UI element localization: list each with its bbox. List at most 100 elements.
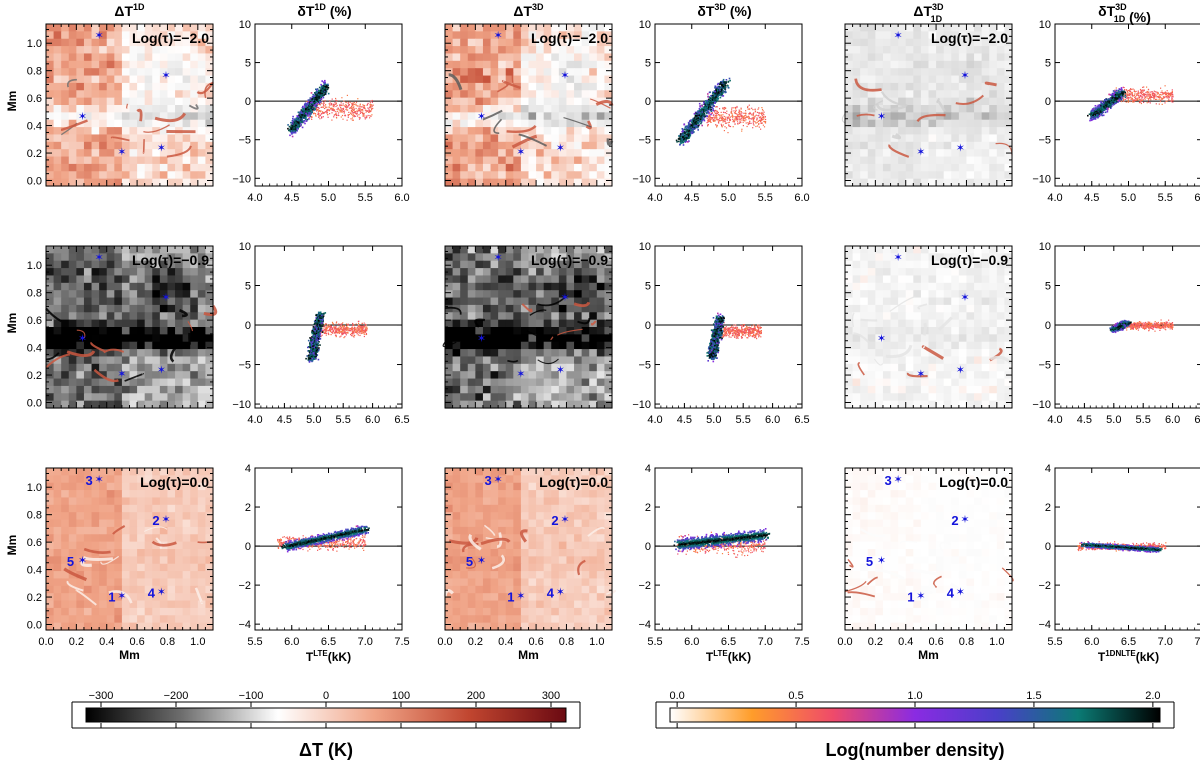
map-cell bbox=[867, 60, 876, 69]
map-cell bbox=[159, 156, 169, 165]
map-cell bbox=[951, 163, 960, 172]
density-point bbox=[1137, 98, 1139, 100]
y-tick-label: 1.0 bbox=[27, 38, 42, 50]
density-point bbox=[287, 124, 289, 126]
map-cell bbox=[46, 127, 55, 136]
density-point bbox=[313, 98, 316, 100]
map-cell bbox=[475, 156, 484, 165]
density-point bbox=[365, 109, 367, 111]
density-point bbox=[763, 126, 766, 128]
density-point bbox=[691, 129, 694, 132]
map-cell bbox=[190, 112, 199, 121]
density-point bbox=[301, 126, 304, 129]
density-point bbox=[741, 128, 743, 130]
map-cell bbox=[936, 141, 945, 150]
density-point bbox=[702, 115, 704, 118]
map-cell bbox=[53, 75, 62, 84]
map-cell bbox=[882, 127, 892, 136]
map-cell bbox=[99, 163, 108, 172]
density-point bbox=[333, 104, 335, 106]
map-cell bbox=[83, 178, 93, 187]
map-cell bbox=[467, 163, 476, 172]
density-point bbox=[736, 115, 739, 117]
map-cell bbox=[482, 53, 492, 62]
density-point bbox=[710, 103, 712, 105]
density-point bbox=[370, 107, 372, 109]
density-point bbox=[679, 134, 682, 137]
density-point bbox=[763, 116, 765, 118]
density-point bbox=[1134, 97, 1136, 99]
map-cell bbox=[989, 112, 998, 121]
density-point bbox=[314, 103, 317, 106]
map-cell bbox=[581, 68, 590, 77]
density-point bbox=[711, 104, 713, 106]
map-cell bbox=[943, 156, 952, 165]
density-point bbox=[312, 99, 315, 102]
map-cell bbox=[551, 112, 560, 121]
density-point bbox=[748, 116, 750, 118]
map-cell bbox=[498, 127, 507, 136]
density-point bbox=[1161, 98, 1163, 100]
density-point bbox=[356, 110, 358, 112]
map-cell bbox=[996, 156, 1006, 165]
density-point bbox=[697, 118, 699, 120]
map-cell bbox=[845, 31, 854, 40]
map-cell bbox=[68, 178, 77, 187]
map-cell bbox=[182, 112, 191, 121]
map-cell bbox=[989, 68, 998, 77]
map-cell bbox=[860, 46, 869, 55]
map-cell bbox=[966, 178, 975, 187]
map-cell bbox=[958, 149, 968, 158]
map-cell bbox=[182, 97, 191, 106]
x-tick-label: 5.0 bbox=[721, 192, 736, 204]
density-point bbox=[302, 121, 305, 123]
density-point bbox=[703, 101, 705, 103]
density-point bbox=[701, 119, 703, 122]
map-cell bbox=[890, 141, 899, 150]
map-cell bbox=[482, 178, 492, 187]
density-point bbox=[734, 118, 736, 120]
map-cell bbox=[490, 46, 499, 55]
map-cell bbox=[596, 141, 606, 150]
map-cell bbox=[898, 112, 907, 121]
density-point bbox=[336, 114, 338, 116]
density-point bbox=[361, 109, 363, 111]
density-point bbox=[682, 129, 684, 131]
map-cell bbox=[159, 134, 169, 143]
map-cell bbox=[898, 97, 907, 106]
map-cell bbox=[167, 171, 176, 180]
density-point bbox=[366, 116, 368, 118]
density-point bbox=[351, 113, 353, 116]
density-point bbox=[1142, 91, 1144, 93]
density-point bbox=[359, 117, 361, 119]
density-point bbox=[716, 110, 718, 112]
density-point bbox=[760, 118, 763, 120]
map-cell bbox=[951, 68, 960, 77]
density-point bbox=[683, 128, 686, 131]
map-cell bbox=[860, 38, 869, 47]
density-point bbox=[695, 126, 698, 128]
map-cell bbox=[852, 178, 861, 187]
map-cell bbox=[482, 119, 492, 128]
density-point bbox=[356, 111, 358, 113]
map-cell bbox=[452, 90, 461, 99]
map-cell bbox=[536, 127, 545, 136]
density-point bbox=[736, 120, 739, 122]
y-tick-label: 0.8 bbox=[27, 66, 42, 78]
map-cell bbox=[528, 46, 537, 55]
map-cell bbox=[175, 178, 184, 187]
map-cell bbox=[61, 82, 70, 91]
map-cell bbox=[197, 82, 207, 91]
map-cell bbox=[513, 112, 522, 121]
map-cell bbox=[53, 53, 62, 62]
density-point bbox=[301, 114, 304, 116]
density-point bbox=[687, 126, 689, 129]
map-cell bbox=[520, 24, 530, 32]
density-point bbox=[318, 115, 320, 117]
map-cell bbox=[905, 31, 914, 40]
density-point bbox=[327, 114, 329, 116]
map-cell bbox=[190, 178, 199, 187]
map-cell bbox=[205, 105, 214, 113]
density-point bbox=[717, 113, 720, 116]
map-cell bbox=[981, 156, 990, 165]
